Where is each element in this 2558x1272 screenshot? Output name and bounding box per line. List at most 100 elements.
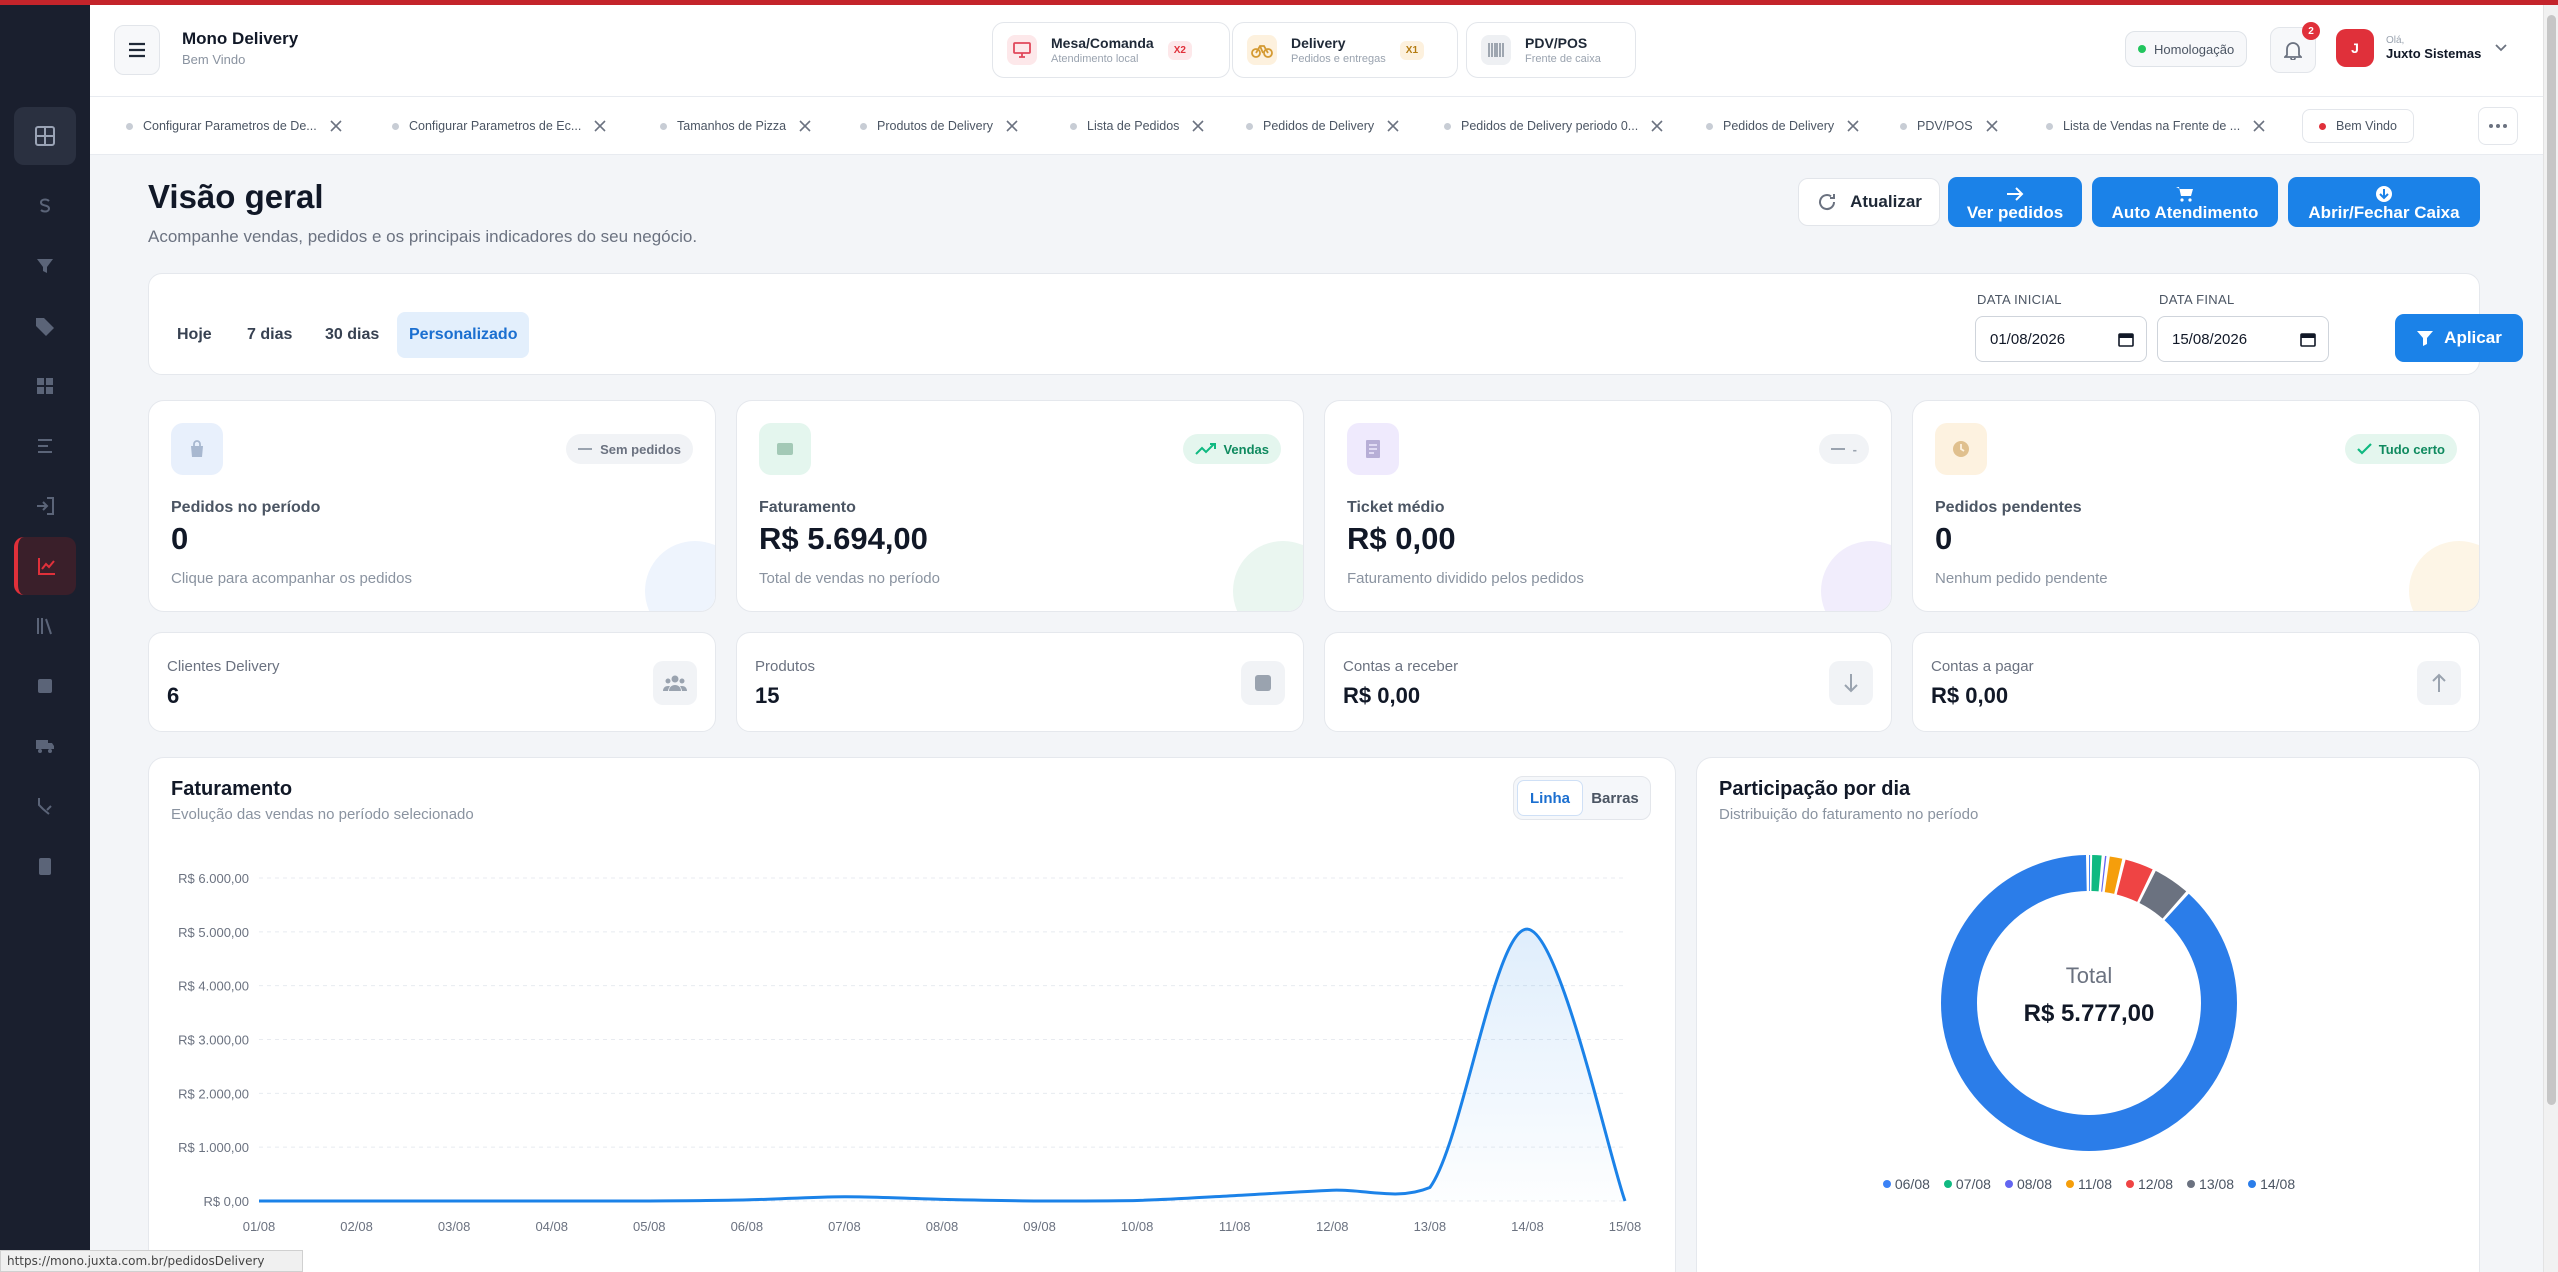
kpi-revenue-card: Vendas Faturamento R$ 5.694,00 Total de …: [736, 400, 1304, 612]
tab-item[interactable]: Pedidos de Delivery periodo 0...: [1444, 109, 1664, 143]
period-30-days[interactable]: 30 dias: [325, 326, 380, 343]
close-icon[interactable]: [1005, 119, 1019, 133]
legend-dot: [2066, 1180, 2074, 1188]
rail-tag-icon[interactable]: [14, 297, 76, 355]
self-service-button[interactable]: Auto Atendimento: [2092, 177, 2278, 227]
status-pill: -: [1818, 434, 1869, 464]
close-icon[interactable]: [1386, 119, 1400, 133]
period-today[interactable]: Hoje: [177, 326, 212, 343]
mode-pdv-pos[interactable]: PDV/POS Frente de caixa: [1466, 22, 1636, 78]
tab-item[interactable]: Lista de Vendas na Frente de ...: [2046, 109, 2266, 143]
decorative-blob: [645, 541, 715, 611]
kpi-ticket-card: - Ticket médio R$ 0,00 Faturamento divid…: [1324, 400, 1892, 612]
left-icon-rail: [0, 5, 90, 1272]
tab-item[interactable]: Configurar Parametros de Ec...: [392, 109, 607, 143]
dash-icon: [1830, 448, 1845, 450]
legend-item[interactable]: 07/08: [1943, 1176, 1991, 1192]
refresh-button[interactable]: Atualizar: [1798, 178, 1940, 226]
tab-active[interactable]: Bem Vindo: [2302, 109, 2414, 143]
tab-item[interactable]: PDV/POS: [1900, 109, 1999, 143]
tabs-more-button[interactable]: [2478, 107, 2518, 145]
mini-value: 15: [755, 683, 780, 708]
kpi-label: Pedidos pendentes: [1935, 499, 2082, 516]
mode-mesa-comanda[interactable]: Mesa/Comanda Atendimento local X2: [992, 22, 1230, 78]
notifications-button[interactable]: 2: [2270, 22, 2320, 73]
monitor-icon: [1007, 35, 1037, 65]
notification-count-badge: 2: [2302, 22, 2320, 40]
mini-label: Clientes Delivery: [167, 658, 280, 675]
close-icon[interactable]: [798, 119, 812, 133]
mode-delivery[interactable]: Delivery Pedidos e entregas X1: [1232, 22, 1458, 78]
close-icon[interactable]: [1650, 119, 1664, 133]
end-date-input[interactable]: 15/08/2026: [2157, 316, 2329, 362]
calendar-icon: [2300, 333, 2316, 347]
rail-filter-icon[interactable]: [14, 237, 76, 295]
close-icon[interactable]: [593, 119, 607, 133]
rail-login-icon[interactable]: [14, 477, 76, 535]
tab-item[interactable]: Tamanhos de Pizza: [660, 109, 812, 143]
x-tick-label: 04/08: [535, 1219, 568, 1234]
tab-item[interactable]: Produtos de Delivery: [860, 109, 1019, 143]
menu-button[interactable]: [114, 25, 160, 75]
legend-item[interactable]: 12/08: [2126, 1176, 2173, 1192]
rail-box-icon[interactable]: [14, 657, 76, 715]
rail-truck-icon[interactable]: [14, 717, 76, 775]
legend-item[interactable]: 06/08: [1882, 1176, 1930, 1192]
y-tick-label: R$ 0,00: [203, 1194, 249, 1209]
tab-item[interactable]: Configurar Parametros de De...: [126, 109, 343, 143]
legend-item[interactable]: 11/08: [2066, 1176, 2112, 1192]
scrollbar-thumb[interactable]: [2547, 15, 2556, 1105]
legend-item[interactable]: 14/08: [2248, 1176, 2295, 1192]
tab-item[interactable]: Pedidos de Delivery: [1246, 109, 1400, 143]
rail-books-icon[interactable]: [14, 597, 76, 655]
bag-icon: [171, 423, 223, 475]
bike-icon: [1247, 35, 1277, 65]
legend-label: 13/08: [2199, 1176, 2235, 1192]
cash-register-button[interactable]: Abrir/Fechar Caixa: [2288, 177, 2480, 227]
bell-icon: [2284, 42, 2302, 60]
panel-title: Participação por dia: [1719, 778, 1911, 800]
period-custom[interactable]: Personalizado: [397, 312, 530, 358]
revenue-chart-panel: Faturamento Evolução das vendas no perío…: [148, 757, 1676, 1272]
toggle-line[interactable]: Linha: [1517, 780, 1583, 816]
start-date-input[interactable]: 01/08/2026: [1975, 316, 2147, 362]
legend-item[interactable]: 13/08: [2187, 1176, 2234, 1192]
tab-item[interactable]: Lista de Pedidos: [1070, 109, 1205, 143]
apply-filter-button[interactable]: Aplicar: [2395, 314, 2523, 362]
rail-clipboard-icon[interactable]: [14, 837, 76, 895]
donut-slice[interactable]: [1941, 855, 2237, 1151]
toggle-bars[interactable]: Barras: [1591, 789, 1639, 807]
tab-item[interactable]: Pedidos de Delivery: [1706, 109, 1860, 143]
status-pill: Vendas: [1183, 434, 1281, 464]
mode-title: Delivery: [1291, 35, 1346, 51]
close-icon[interactable]: [2252, 119, 2266, 133]
kpi-label: Ticket médio: [1347, 499, 1445, 516]
app-header: Mono Delivery Bem Vindo Mesa/Comanda Aten…: [90, 5, 2543, 97]
tab-label: Pedidos de Delivery: [1263, 119, 1375, 133]
page-scrollbar[interactable]: [2543, 5, 2558, 1272]
kpi-orders-card[interactable]: Sem pedidos Pedidos no período 0 Clique …: [148, 400, 716, 612]
close-icon[interactable]: [1191, 119, 1205, 133]
rail-chart-icon[interactable]: [14, 537, 76, 595]
rail-tools-icon[interactable]: [14, 777, 76, 835]
period-7-days[interactable]: 7 dias: [247, 326, 293, 343]
donut-slice[interactable]: [1941, 855, 2237, 1151]
check-icon: [2357, 443, 2372, 455]
rail-grid-icon[interactable]: [14, 357, 76, 415]
panel-subtitle: Distribuição do faturamento no período: [1719, 806, 1979, 823]
legend-item[interactable]: 08/08: [2004, 1176, 2052, 1192]
rail-dashboard-icon[interactable]: [14, 107, 76, 165]
legend-dot: [2004, 1180, 2013, 1188]
rail-list-icon[interactable]: [14, 417, 76, 475]
trending-up-icon: [1195, 443, 1217, 455]
mini-receivables-card: Contas a receber R$ 0,00: [1324, 632, 1892, 732]
tab-label: PDV/POS: [1917, 119, 1973, 133]
close-icon[interactable]: [1846, 119, 1860, 133]
close-icon[interactable]: [1985, 119, 1999, 133]
rail-dollar-icon[interactable]: [14, 177, 76, 235]
view-orders-button[interactable]: Ver pedidos: [1948, 177, 2082, 227]
wallet-icon: [759, 423, 811, 475]
user-menu[interactable]: J Olá, Juxto Sistemas: [2336, 29, 2508, 67]
start-date-value: 01/08/2026: [1990, 330, 2066, 348]
close-icon[interactable]: [329, 119, 343, 133]
